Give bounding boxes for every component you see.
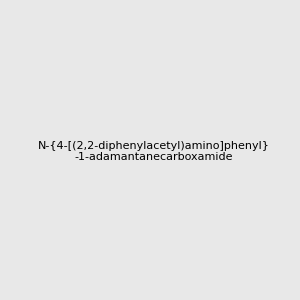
Text: N-{4-[(2,2-diphenylacetyl)amino]phenyl}
-1-adamantanecarboxamide: N-{4-[(2,2-diphenylacetyl)amino]phenyl} … bbox=[38, 141, 270, 162]
